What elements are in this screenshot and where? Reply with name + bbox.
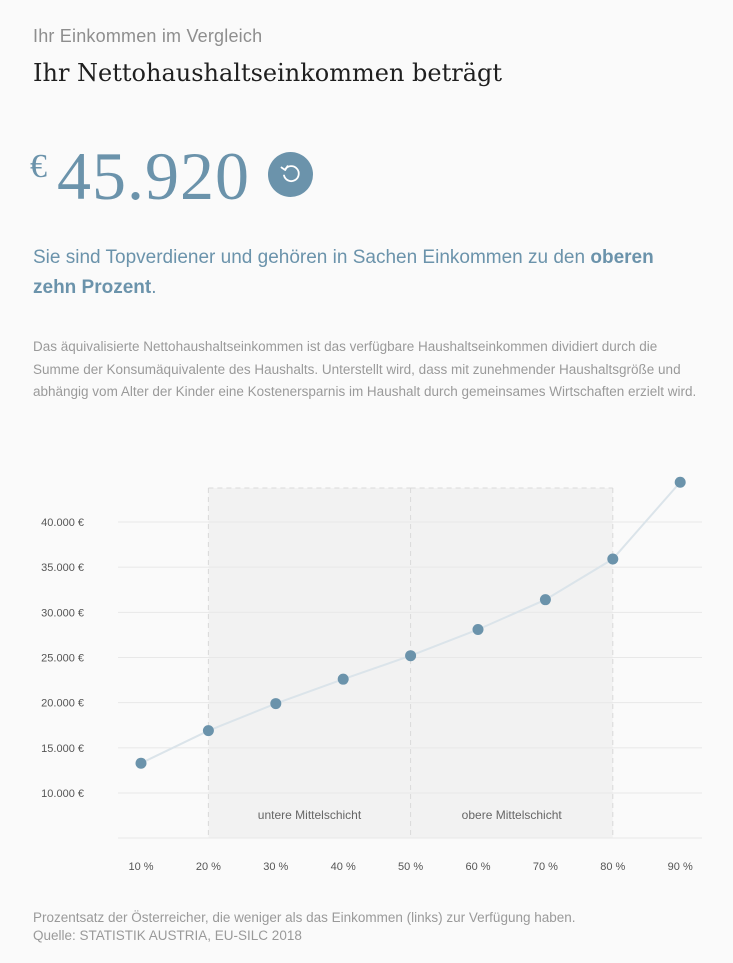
footer-source: Quelle: STATISTIK AUSTRIA, EU-SILC 2018 [33, 928, 302, 943]
x-tick-label: 50 % [398, 861, 423, 873]
x-tick-label: 20 % [196, 861, 221, 873]
result-tail: . [151, 277, 157, 298]
y-tick-label: 35.000 € [41, 562, 84, 574]
y-tick-label: 15.000 € [41, 743, 84, 755]
x-tick-label: 40 % [331, 861, 356, 873]
band-1 [410, 488, 613, 838]
data-point [472, 623, 484, 635]
y-tick-label: 25.000 € [41, 653, 84, 665]
data-point [674, 476, 686, 488]
data-point [337, 673, 349, 685]
kicker-title: Ihr Einkommen im Vergleich [33, 26, 263, 46]
income-chart: 10.000 € 15.000 € 20.000 € 25.000 € 30.000 €… [41, 476, 702, 873]
x-tick-label: 10 % [128, 861, 153, 873]
x-tick-label: 70 % [533, 861, 558, 873]
data-point [135, 757, 147, 769]
data-point [405, 650, 417, 662]
income-amount: € 45.920 [30, 138, 250, 214]
band-label: untere Mittelschicht [258, 808, 362, 822]
result-text: Sie sind Topverdiener und gehören in Sac… [33, 243, 693, 303]
footer-note: Prozentsatz der Österreicher, die wenige… [33, 910, 576, 925]
income-value: 45.920 [57, 138, 250, 214]
y-tick-label: 10.000 € [41, 788, 84, 800]
x-tick-label: 80 % [600, 861, 625, 873]
result-highlight: oberen zehn Prozent [33, 247, 654, 298]
page-title: Ihr Nettohaushaltseinkommen beträgt [33, 59, 503, 87]
data-point [270, 698, 282, 710]
description: Das äquivalisierte Nettohaushaltseinkomm… [33, 339, 697, 399]
footer: Prozentsatz der Österreicher, die wenige… [33, 909, 576, 945]
currency-symbol: € [30, 148, 47, 185]
x-tick-label: 30 % [263, 861, 288, 873]
band-label: obere Mittelschicht [462, 808, 563, 822]
y-tick-label: 20.000 € [41, 698, 84, 710]
x-tick-label: 60 % [465, 861, 490, 873]
data-point [202, 725, 214, 737]
y-tick-label: 40.000 € [41, 517, 84, 529]
x-tick-label: 90 % [668, 861, 693, 873]
result-lead: Sie sind Topverdiener und gehören in Sac… [33, 247, 591, 268]
y-tick-label: 30.000 € [41, 607, 84, 619]
data-point [607, 553, 619, 565]
reset-button[interactable] [268, 152, 313, 197]
band-0 [208, 488, 411, 838]
reset-icon [278, 160, 304, 189]
data-point [539, 594, 551, 606]
